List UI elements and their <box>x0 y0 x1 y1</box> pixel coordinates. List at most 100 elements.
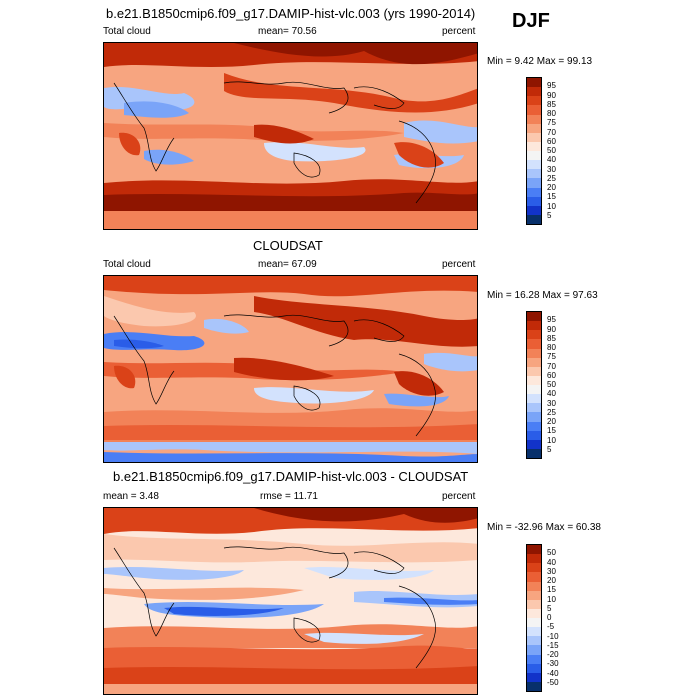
colorbar-tick-label: 60 <box>547 370 556 380</box>
panel-3-mean: mean = 3.48 <box>103 491 159 502</box>
colorbar-tick-label: 80 <box>547 343 556 352</box>
panel-1-mean: mean= 70.56 <box>258 26 317 37</box>
colorbar-swatch <box>527 132 541 142</box>
colorbar-tick-label: 5 <box>547 444 552 454</box>
panel-1-units: percent <box>442 26 476 37</box>
panel-3-title: b.e21.B1850cmip6.f09_g17.DAMIP-hist-vlc.… <box>113 469 469 484</box>
colorbar-swatch <box>527 196 541 206</box>
colorbar-swatch <box>527 312 541 322</box>
colorbar-swatch <box>527 214 541 224</box>
colorbar-swatch <box>527 141 541 151</box>
colorbar-tick-label: 75 <box>547 118 556 128</box>
colorbar-tick-label: 15 <box>547 585 556 595</box>
panel-3-minmax: Min = -32.96 Max = 60.38 <box>487 522 601 533</box>
panel-2-colorbar <box>526 311 542 459</box>
colorbar-swatch <box>527 636 541 646</box>
colorbar-swatch <box>527 321 541 331</box>
colorbar-swatch <box>527 590 541 600</box>
colorbar-swatch <box>527 403 541 413</box>
map-plot <box>104 276 477 462</box>
panel-1-map <box>103 42 478 230</box>
panel-1-colorbar <box>526 77 542 225</box>
colorbar-tick-label: 5 <box>547 603 552 613</box>
colorbar-tick-label: 60 <box>547 136 556 146</box>
colorbar-tick-label: -50 <box>547 677 559 687</box>
colorbar-swatch <box>527 545 541 555</box>
panel-2-left-label: Total cloud <box>103 259 151 270</box>
colorbar-swatch <box>527 554 541 564</box>
colorbar-tick-label: 20 <box>547 417 556 426</box>
colorbar-swatch <box>527 618 541 628</box>
colorbar-swatch <box>527 339 541 349</box>
colorbar-swatch <box>527 563 541 573</box>
colorbar-tick-label: 5 <box>547 210 552 220</box>
panel-1-title: b.e21.B1850cmip6.f09_g17.DAMIP-hist-vlc.… <box>106 6 476 21</box>
panel-1-minmax: Min = 9.42 Max = 99.13 <box>487 56 593 67</box>
colorbar-tick-label: 70 <box>547 127 556 137</box>
colorbar-tick-label: 20 <box>547 576 556 585</box>
colorbar-swatch <box>527 421 541 431</box>
colorbar-tick-label: 85 <box>547 333 556 343</box>
colorbar-tick-label: 20 <box>547 183 556 192</box>
panel-3-map <box>103 507 478 695</box>
colorbar-swatch <box>527 375 541 385</box>
colorbar-swatch <box>527 430 541 440</box>
colorbar-tick-label: 50 <box>547 146 556 155</box>
colorbar-swatch <box>527 96 541 106</box>
colorbar-tick-label: 85 <box>547 99 556 109</box>
colorbar-tick-label: 70 <box>547 361 556 371</box>
colorbar-swatch <box>527 681 541 691</box>
colorbar-swatch <box>527 385 541 395</box>
colorbar-tick-label: -5 <box>547 622 555 632</box>
panel-1-left-label: Total cloud <box>103 26 151 37</box>
colorbar-swatch <box>527 169 541 179</box>
colorbar-swatch <box>527 572 541 582</box>
colorbar-swatch <box>527 151 541 161</box>
colorbar-swatch <box>527 412 541 422</box>
colorbar-tick-label: 25 <box>547 173 556 183</box>
colorbar-tick-label: 15 <box>547 192 556 202</box>
colorbar-swatch <box>527 654 541 664</box>
colorbar-tick-label: 30 <box>547 398 556 408</box>
colorbar-swatch <box>527 394 541 404</box>
map-plot <box>104 43 477 229</box>
map-plot <box>104 508 477 694</box>
panel-2-minmax: Min = 16.28 Max = 97.63 <box>487 290 598 301</box>
colorbar-swatch <box>527 645 541 655</box>
colorbar-tick-label: 10 <box>547 594 556 604</box>
panel-2-map <box>103 275 478 463</box>
colorbar-swatch <box>527 599 541 609</box>
colorbar-tick-label: -30 <box>547 659 559 669</box>
colorbar-tick-label: 15 <box>547 426 556 436</box>
panel-3-colorbar <box>526 544 542 692</box>
colorbar-swatch <box>527 672 541 682</box>
colorbar-swatch <box>527 581 541 591</box>
colorbar-swatch <box>527 123 541 133</box>
colorbar-tick-label: 80 <box>547 109 556 118</box>
colorbar-swatch <box>527 178 541 188</box>
colorbar-tick-label: -40 <box>547 668 559 678</box>
panel-3-units: percent <box>442 491 476 502</box>
colorbar-swatch <box>527 330 541 340</box>
colorbar-tick-label: 90 <box>547 324 556 334</box>
panel-3-rmse: rmse = 11.71 <box>260 491 318 502</box>
colorbar-swatch <box>527 357 541 367</box>
colorbar-tick-label: -10 <box>547 631 559 641</box>
colorbar-swatch <box>527 78 541 88</box>
colorbar-tick-label: 50 <box>547 548 556 558</box>
colorbar-tick-label: 95 <box>547 315 556 325</box>
colorbar-tick-label: -15 <box>547 640 559 650</box>
colorbar-tick-label: 95 <box>547 81 556 91</box>
colorbar-tick-label: -20 <box>547 650 559 659</box>
panel-2-units: percent <box>442 259 476 270</box>
colorbar-swatch <box>527 105 541 115</box>
colorbar-swatch <box>527 187 541 197</box>
colorbar-swatch <box>527 87 541 97</box>
colorbar-tick-label: 10 <box>547 201 556 211</box>
colorbar-tick-label: 10 <box>547 435 556 445</box>
colorbar-swatch <box>527 114 541 124</box>
colorbar-tick-label: 40 <box>547 389 556 399</box>
colorbar-swatch <box>527 205 541 215</box>
colorbar-swatch <box>527 448 541 458</box>
colorbar-swatch <box>527 348 541 358</box>
